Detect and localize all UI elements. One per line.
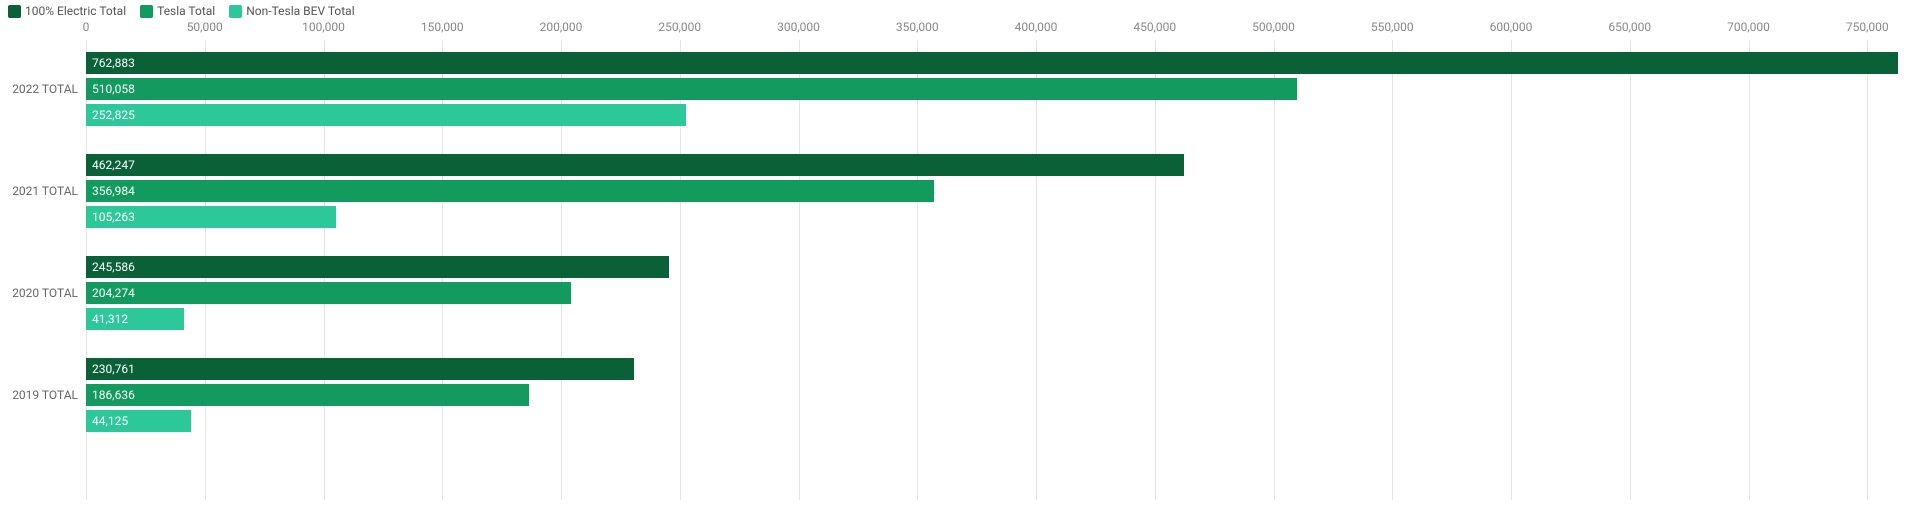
bars-container: 2022 TOTAL762,883510,058252,8252021 TOTA… (86, 40, 1891, 500)
x-tick-label: 500,000 (1252, 20, 1295, 34)
y-category-label: 2019 TOTAL (0, 388, 86, 402)
legend: 100% Electric Total Tesla Total Non-Tesl… (0, 4, 1911, 18)
x-axis: 0 50,000 100,000 150,000 200,000 250,000 300,0… (86, 20, 1891, 38)
x-tick-label: 550,000 (1371, 20, 1414, 34)
x-tick-label: 150,000 (421, 20, 464, 34)
x-tick-label: 300,000 (777, 20, 820, 34)
bar: 252,825 (86, 104, 686, 126)
x-tick-label: 450,000 (1133, 20, 1176, 34)
x-tick-label: 600,000 (1490, 20, 1533, 34)
bar: 762,883 (86, 52, 1898, 74)
x-tick-label: 700,000 (1727, 20, 1770, 34)
legend-item-non-tesla-bev: Non-Tesla BEV Total (229, 4, 354, 18)
bar: 510,058 (86, 78, 1297, 100)
legend-item-electric-total: 100% Electric Total (8, 4, 126, 18)
bar-value-label: 41,312 (86, 312, 128, 326)
x-tick-label: 750,000 (1846, 20, 1889, 34)
x-tick-label: 400,000 (1015, 20, 1058, 34)
legend-item-tesla-total: Tesla Total (140, 4, 215, 18)
bar-value-label: 204,274 (86, 286, 135, 300)
bar-value-label: 462,247 (86, 158, 135, 172)
bar-value-label: 245,586 (86, 260, 135, 274)
y-category-label: 2021 TOTAL (0, 184, 86, 198)
plot-area: 0 50,000 100,000 150,000 200,000 250,000 300,0… (86, 22, 1891, 500)
bar-value-label: 356,984 (86, 184, 135, 198)
x-tick-label: 50,000 (187, 20, 223, 34)
bar-value-label: 44,125 (86, 414, 128, 428)
bar: 41,312 (86, 308, 184, 330)
bar-group: 2019 TOTAL230,761186,63644,125 (86, 358, 1891, 432)
legend-swatch-icon (140, 5, 153, 18)
legend-label: Tesla Total (157, 4, 215, 18)
x-tick-label: 650,000 (1608, 20, 1651, 34)
x-tick-label: 100,000 (302, 20, 345, 34)
legend-swatch-icon (8, 5, 21, 18)
bar: 230,761 (86, 358, 634, 380)
bar: 462,247 (86, 154, 1184, 176)
bar: 204,274 (86, 282, 571, 304)
bar-value-label: 105,263 (86, 210, 135, 224)
bar-value-label: 762,883 (86, 56, 135, 70)
x-tick-label: 0 (83, 20, 90, 34)
bar: 186,636 (86, 384, 529, 406)
bar: 245,586 (86, 256, 669, 278)
bar-value-label: 510,058 (86, 82, 135, 96)
bar-group: 2020 TOTAL245,586204,27441,312 (86, 256, 1891, 330)
x-tick-label: 250,000 (658, 20, 701, 34)
y-category-label: 2020 TOTAL (0, 286, 86, 300)
bar: 44,125 (86, 410, 191, 432)
legend-label: 100% Electric Total (25, 4, 126, 18)
legend-swatch-icon (229, 5, 242, 18)
bar: 356,984 (86, 180, 934, 202)
ev-sales-grouped-bar-chart: 100% Electric Total Tesla Total Non-Tesl… (0, 0, 1911, 519)
bar-group: 2022 TOTAL762,883510,058252,825 (86, 52, 1891, 126)
legend-label: Non-Tesla BEV Total (246, 4, 354, 18)
bar: 105,263 (86, 206, 336, 228)
bar-group: 2021 TOTAL462,247356,984105,263 (86, 154, 1891, 228)
y-category-label: 2022 TOTAL (0, 82, 86, 96)
x-tick-label: 200,000 (540, 20, 583, 34)
bar-value-label: 230,761 (86, 362, 135, 376)
bar-value-label: 252,825 (86, 108, 135, 122)
x-tick-label: 350,000 (896, 20, 939, 34)
bar-value-label: 186,636 (86, 388, 135, 402)
